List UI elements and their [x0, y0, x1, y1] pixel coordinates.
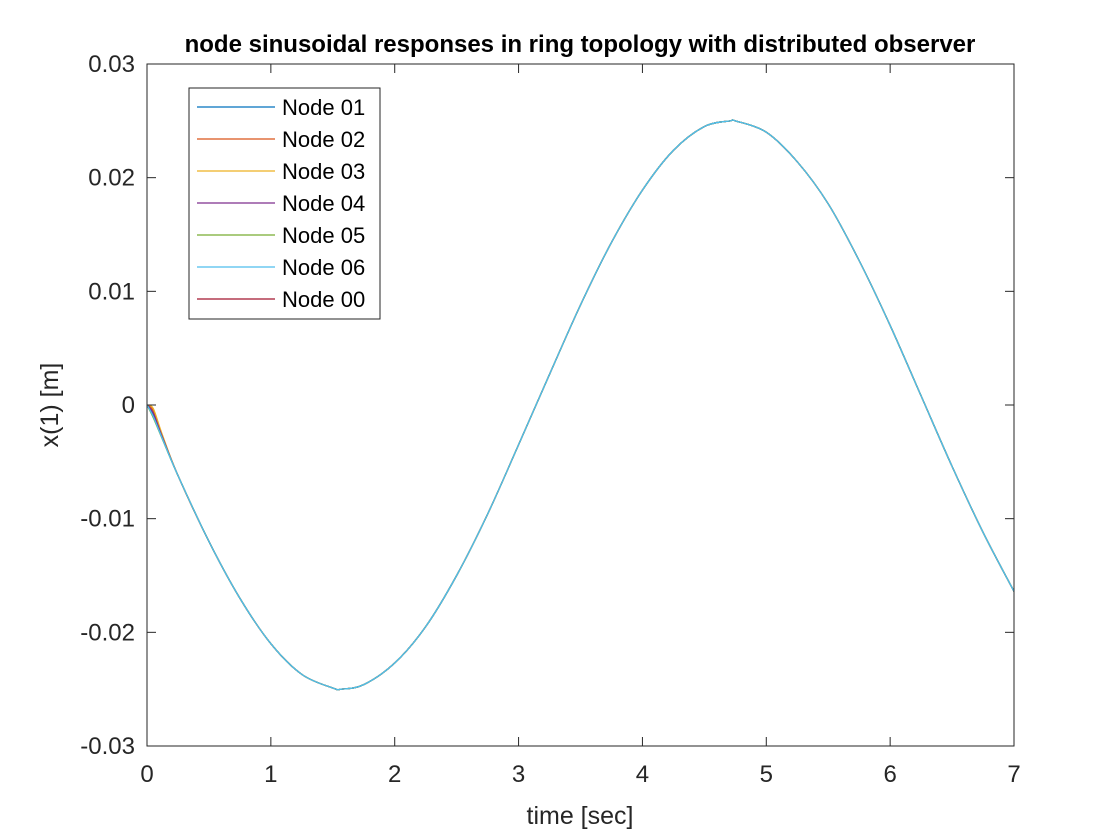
- y-axis-ticks: -0.03 -0.02 -0.01 0 0.01 0.02 0.03: [80, 51, 1014, 760]
- y-tick-label: 0.01: [88, 278, 135, 305]
- y-tick-label: 0.02: [88, 165, 135, 192]
- y-tick-label: -0.02: [80, 619, 135, 646]
- x-axis-ticks: 0 1 2 3 4 5 6 7: [140, 64, 1021, 788]
- series-layer: [146, 119, 1015, 691]
- legend-label: Node 04: [282, 191, 365, 216]
- legend-label: Node 02: [282, 127, 365, 152]
- x-tick-label: 5: [760, 761, 773, 788]
- y-axis-label: x(1) [m]: [36, 363, 64, 448]
- chart-title: node sinusoidal responses in ring topolo…: [185, 31, 976, 58]
- legend-entries: Node 01 Node 02 Node 03 Node 04 Node 05 Node …: [197, 95, 365, 312]
- legend: Node 01 Node 02 Node 03 Node 04 Node 05 Node …: [188, 87, 381, 320]
- x-axis-label: time [sec]: [527, 802, 634, 830]
- x-tick-label: 7: [1007, 761, 1020, 788]
- y-tick-label: -0.01: [80, 506, 135, 533]
- x-tick-label: 6: [883, 761, 896, 788]
- x-tick-label: 0: [140, 761, 153, 788]
- legend-label: Node 05: [282, 223, 365, 248]
- legend-label: Node 06: [282, 255, 365, 280]
- legend-label: Node 00: [282, 287, 365, 312]
- x-tick-label: 4: [636, 761, 649, 788]
- y-tick-label: -0.03: [80, 733, 135, 760]
- x-tick-label: 1: [264, 761, 277, 788]
- x-tick-label: 3: [512, 761, 525, 788]
- y-tick-label: 0.03: [88, 51, 135, 78]
- legend-label: Node 01: [282, 95, 365, 120]
- x-tick-label: 2: [388, 761, 401, 788]
- series-line-node: [146, 119, 1015, 691]
- legend-label: Node 03: [282, 159, 365, 184]
- y-tick-label: 0: [122, 392, 135, 419]
